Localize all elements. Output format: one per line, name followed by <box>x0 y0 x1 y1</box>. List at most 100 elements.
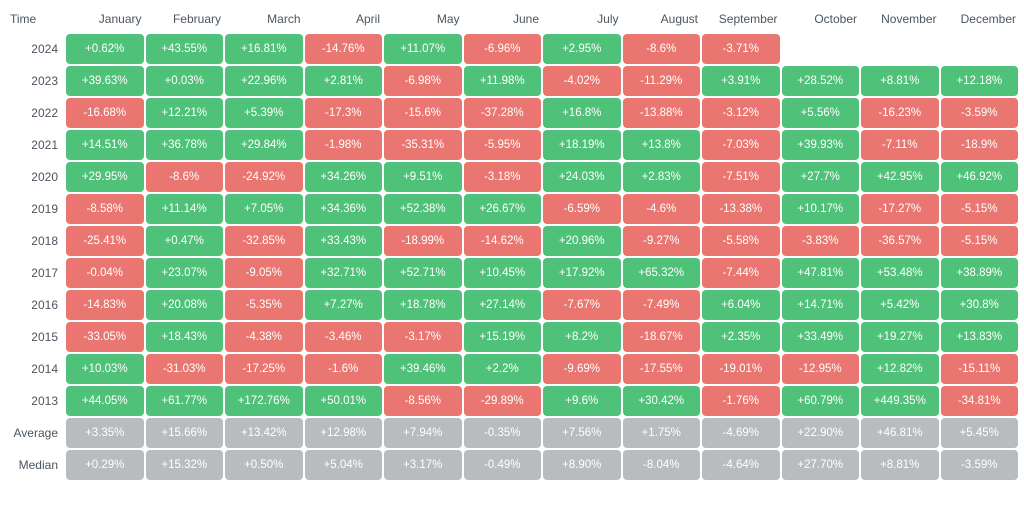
cell-summary: -0.49% <box>464 450 542 480</box>
cell-value: +15.19% <box>464 322 542 352</box>
cell-value: +20.96% <box>543 226 621 256</box>
row-label-year: 2019 <box>6 194 64 224</box>
cell-value: -13.88% <box>623 98 701 128</box>
cell-value: +33.43% <box>305 226 383 256</box>
cell-value: +29.95% <box>66 162 144 192</box>
cell-value: +12.21% <box>146 98 224 128</box>
cell-value: +50.01% <box>305 386 383 416</box>
cell-value: -6.98% <box>384 66 462 96</box>
cell-value: +9.51% <box>384 162 462 192</box>
cell-value: +46.92% <box>941 162 1019 192</box>
cell-value: +5.56% <box>782 98 860 128</box>
cell-value: -32.85% <box>225 226 303 256</box>
cell-value: +53.48% <box>861 258 939 288</box>
cell-value: -7.67% <box>543 290 621 320</box>
cell-value: +2.95% <box>543 34 621 64</box>
cell-value: +11.07% <box>384 34 462 64</box>
cell-summary: -0.35% <box>464 418 542 448</box>
cell-value: +2.2% <box>464 354 542 384</box>
cell-value: +39.63% <box>66 66 144 96</box>
header-month: October <box>782 6 860 32</box>
cell-empty <box>941 34 1019 64</box>
cell-value: +30.8% <box>941 290 1019 320</box>
cell-value: -9.69% <box>543 354 621 384</box>
cell-summary: +7.94% <box>384 418 462 448</box>
header-month: April <box>305 6 383 32</box>
cell-value: -1.6% <box>305 354 383 384</box>
row-label-summary: Average <box>6 418 64 448</box>
cell-summary: -4.69% <box>702 418 780 448</box>
cell-value: -3.46% <box>305 322 383 352</box>
cell-value: -25.41% <box>66 226 144 256</box>
cell-value: -14.83% <box>66 290 144 320</box>
cell-summary: -8.04% <box>623 450 701 480</box>
returns-heatmap-table: TimeJanuaryFebruaryMarchAprilMayJuneJuly… <box>6 6 1018 480</box>
cell-value: +0.03% <box>146 66 224 96</box>
row-label-year: 2024 <box>6 34 64 64</box>
cell-value: -8.58% <box>66 194 144 224</box>
row-label-year: 2020 <box>6 162 64 192</box>
cell-summary: +0.50% <box>225 450 303 480</box>
cell-value: -4.6% <box>623 194 701 224</box>
cell-value: +60.79% <box>782 386 860 416</box>
cell-value: -4.38% <box>225 322 303 352</box>
header-month: May <box>384 6 462 32</box>
row-label-year: 2023 <box>6 66 64 96</box>
cell-value: +19.27% <box>861 322 939 352</box>
cell-value: -8.56% <box>384 386 462 416</box>
cell-value: -17.27% <box>861 194 939 224</box>
cell-value: +52.38% <box>384 194 462 224</box>
row-label-year: 2021 <box>6 130 64 160</box>
cell-value: -6.59% <box>543 194 621 224</box>
cell-value: -14.76% <box>305 34 383 64</box>
cell-value: -1.76% <box>702 386 780 416</box>
cell-value: +33.49% <box>782 322 860 352</box>
cell-value: -7.03% <box>702 130 780 160</box>
cell-value: +7.27% <box>305 290 383 320</box>
cell-value: -13.38% <box>702 194 780 224</box>
cell-value: +16.8% <box>543 98 621 128</box>
row-label-year: 2014 <box>6 354 64 384</box>
cell-value: +10.03% <box>66 354 144 384</box>
cell-value: +5.39% <box>225 98 303 128</box>
cell-value: -3.17% <box>384 322 462 352</box>
cell-value: +26.67% <box>464 194 542 224</box>
cell-value: +24.03% <box>543 162 621 192</box>
cell-value: -15.11% <box>941 354 1019 384</box>
cell-summary: +7.56% <box>543 418 621 448</box>
cell-value: +44.05% <box>66 386 144 416</box>
cell-value: -31.03% <box>146 354 224 384</box>
cell-value: +0.47% <box>146 226 224 256</box>
row-label-summary: Median <box>6 450 64 480</box>
cell-value: -7.49% <box>623 290 701 320</box>
cell-value: +22.96% <box>225 66 303 96</box>
cell-value: +18.78% <box>384 290 462 320</box>
cell-value: +10.45% <box>464 258 542 288</box>
cell-value: +14.71% <box>782 290 860 320</box>
cell-value: +11.14% <box>146 194 224 224</box>
cell-value: +18.43% <box>146 322 224 352</box>
cell-value: +18.19% <box>543 130 621 160</box>
cell-value: +5.42% <box>861 290 939 320</box>
cell-value: +36.78% <box>146 130 224 160</box>
cell-summary: +5.04% <box>305 450 383 480</box>
cell-value: +43.55% <box>146 34 224 64</box>
cell-value: +32.71% <box>305 258 383 288</box>
cell-value: -14.62% <box>464 226 542 256</box>
cell-value: +7.05% <box>225 194 303 224</box>
cell-value: -8.6% <box>623 34 701 64</box>
cell-value: -29.89% <box>464 386 542 416</box>
cell-value: -7.44% <box>702 258 780 288</box>
cell-value: +39.46% <box>384 354 462 384</box>
cell-empty <box>782 34 860 64</box>
cell-summary: +3.17% <box>384 450 462 480</box>
cell-value: +27.14% <box>464 290 542 320</box>
cell-value: -6.96% <box>464 34 542 64</box>
cell-value: +29.84% <box>225 130 303 160</box>
row-label-year: 2017 <box>6 258 64 288</box>
cell-value: -9.27% <box>623 226 701 256</box>
header-month: January <box>66 6 144 32</box>
cell-value: -17.25% <box>225 354 303 384</box>
cell-value: -3.18% <box>464 162 542 192</box>
cell-value: -7.11% <box>861 130 939 160</box>
